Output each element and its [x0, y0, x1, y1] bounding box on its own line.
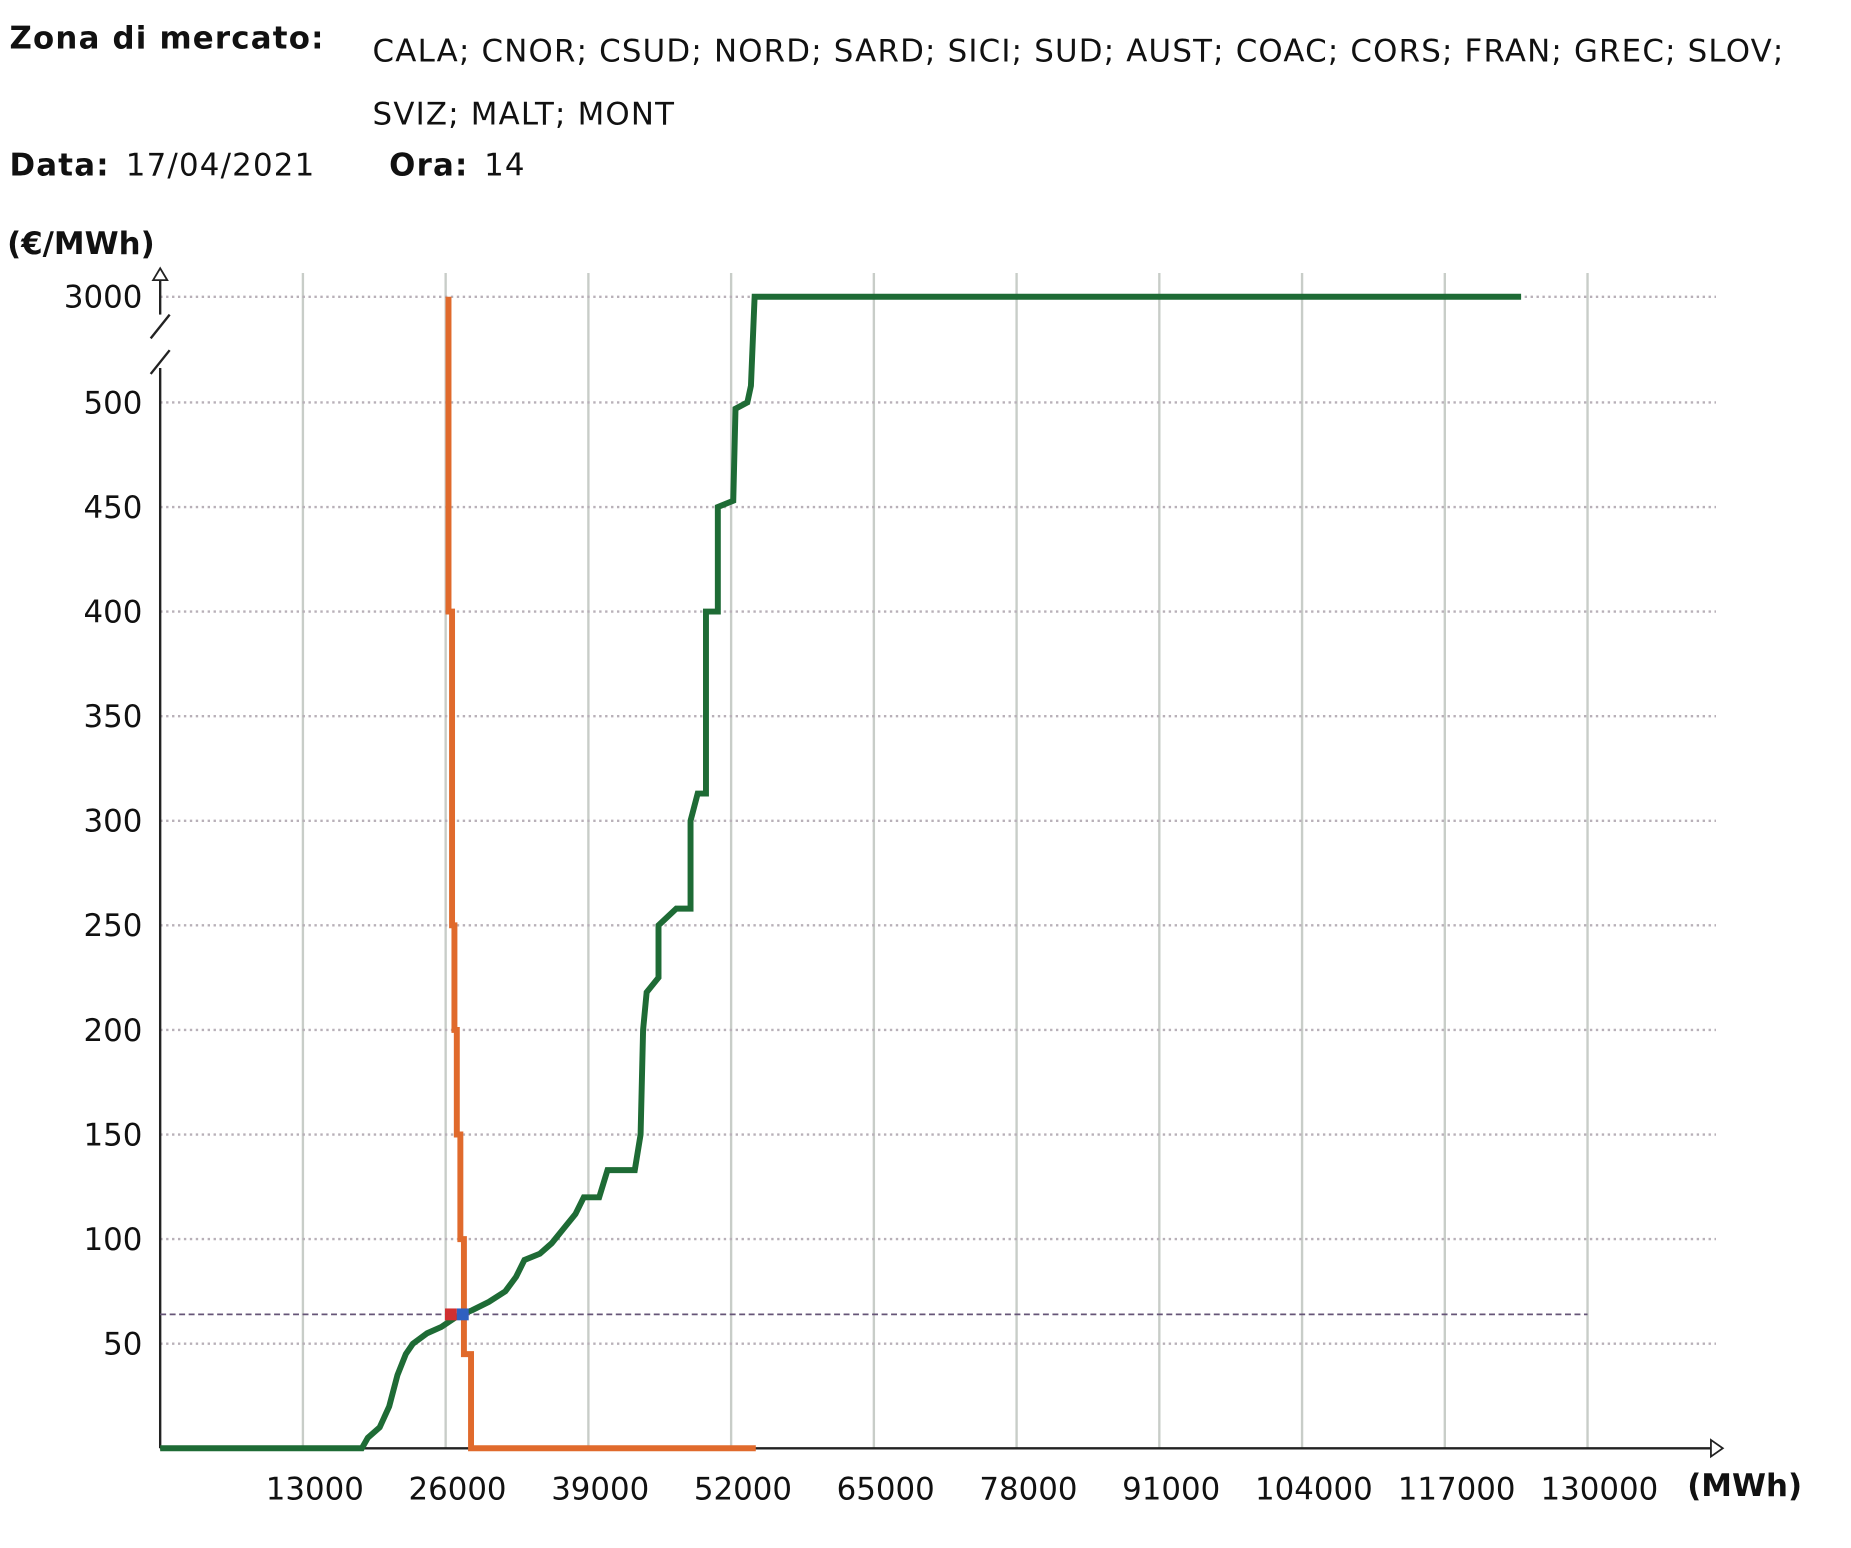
- x-tick-label: 52000: [694, 1471, 792, 1507]
- x-axis-label: (MWh): [1687, 1468, 1802, 1504]
- equilibrium-marker: [444, 1308, 457, 1321]
- y-tick-label: 200: [84, 1013, 143, 1049]
- x-tick-label: 13000: [266, 1471, 364, 1507]
- y-tick-label: 3000: [64, 280, 142, 316]
- equilibrium-marker: [456, 1308, 469, 1321]
- x-tick-label: 130000: [1541, 1471, 1659, 1507]
- date-label: Data:: [9, 148, 110, 185]
- x-tick-label: 26000: [408, 1471, 506, 1507]
- y-tick-label: 350: [84, 699, 143, 735]
- x-tick-label: 104000: [1255, 1471, 1373, 1507]
- y-tick-label: 300: [84, 804, 143, 840]
- series-line: [445, 296, 756, 1452]
- y-tick-label: 150: [84, 1117, 143, 1153]
- y-axis-arrow: [151, 266, 169, 282]
- y-tick-label: 50: [103, 1327, 142, 1363]
- axis-break: [149, 349, 171, 375]
- y-tick-label: 500: [84, 385, 143, 421]
- axis-break: [149, 313, 171, 340]
- x-tick-label: 91000: [1122, 1471, 1220, 1507]
- zones: CALA; CNOR; CSUD; NORD; SARD; SICI; SUD;…: [372, 34, 1785, 133]
- date: 17/04/2021: [125, 148, 316, 185]
- y-tick-label: 100: [84, 1222, 143, 1258]
- y-axis-label: (€/MWh): [7, 226, 155, 262]
- x-tick-label: 39000: [551, 1471, 649, 1507]
- hour-label: Ora:: [389, 148, 469, 185]
- series-line: [160, 293, 1522, 1452]
- hour: 14: [484, 148, 526, 185]
- x-tick-label: 65000: [837, 1471, 935, 1507]
- x-tick-label: 117000: [1398, 1471, 1516, 1507]
- y-tick-label: 400: [84, 594, 143, 630]
- y-tick-label: 250: [84, 908, 143, 944]
- x-axis-arrow: [1710, 1438, 1725, 1459]
- x-tick-label: 78000: [979, 1471, 1077, 1507]
- y-tick-label: 450: [84, 490, 143, 526]
- zone-label: Zona di mercato:: [9, 21, 325, 57]
